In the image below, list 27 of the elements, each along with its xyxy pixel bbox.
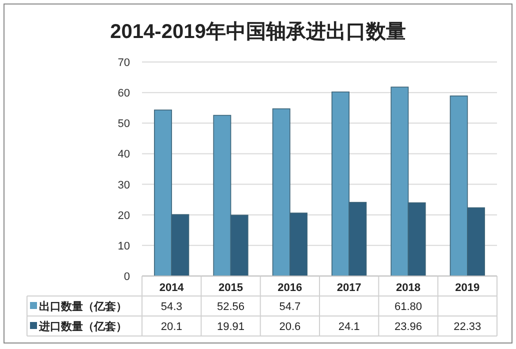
y-tick-label: 30 [118, 179, 130, 192]
data-label: 20.1 [160, 321, 182, 333]
y-tick-label: 60 [118, 88, 130, 100]
y-tick-label: 10 [118, 240, 130, 252]
data-label: 54.3 [160, 301, 182, 313]
data-label: 52.56 [216, 301, 245, 313]
x-tick-label: 2015 [218, 282, 243, 294]
x-tick-label: 2016 [278, 282, 302, 294]
x-tick-label: 2018 [396, 282, 420, 294]
data-label: 22.33 [454, 321, 482, 333]
x-tick-label: 2019 [455, 282, 480, 294]
data-label: 20.6 [279, 321, 301, 333]
y-tick-label: 40 [118, 148, 130, 161]
data-label: 54.7 [279, 301, 301, 313]
legend-label: 出口数量（亿套） [39, 300, 127, 313]
y-tick-label: 20 [118, 210, 130, 222]
y-tick-label: 0 [124, 271, 130, 283]
data-label: 61.80 [394, 301, 422, 313]
x-tick-label: 2014 [159, 282, 185, 294]
data-label: 24.1 [338, 321, 360, 333]
y-tick-label: 50 [118, 118, 130, 130]
x-tick-label: 2017 [336, 282, 362, 294]
chart-title: 2014-2019年中国轴承进出口数量 [110, 21, 406, 43]
data-label: 23.96 [394, 321, 422, 333]
y-tick-label: 70 [118, 57, 130, 69]
data-label: 19.91 [216, 321, 245, 333]
legend-label: 进口数量（亿套） [38, 320, 127, 333]
